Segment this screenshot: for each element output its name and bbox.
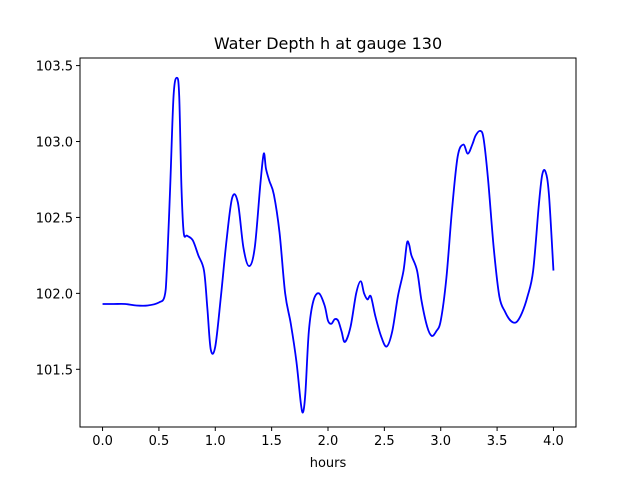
x-tick-label: 3.0 [430, 434, 451, 449]
plot-area [102, 76, 555, 414]
x-tick-label: 0.5 [149, 434, 170, 449]
x-tick-label: 3.5 [487, 434, 508, 449]
x-tick-label: 4.0 [543, 434, 564, 449]
y-axis: 101.5 102.0 102.5 103.0 103.5 [36, 60, 80, 378]
x-tick-label: 1.5 [261, 434, 282, 449]
series-line [102, 76, 555, 414]
x-tick-label: 0.0 [92, 434, 113, 449]
y-tick-label: 101.5 [36, 363, 73, 378]
y-tick-label: 103.0 [36, 136, 73, 151]
x-tick-label: 1.0 [205, 434, 226, 449]
x-axis: 0.0 0.5 1.0 1.5 2.0 2.5 3.0 3.5 4.0 [92, 427, 564, 449]
x-tick-label: 2.5 [374, 434, 395, 449]
y-tick-label: 102.0 [36, 287, 73, 302]
chart-title: Water Depth h at gauge 130 [214, 34, 442, 53]
y-tick-label: 102.5 [36, 211, 73, 226]
x-tick-label: 2.0 [318, 434, 339, 449]
axes-frame [79, 57, 577, 428]
x-axis-label: hours [310, 456, 347, 471]
y-tick-label: 103.5 [36, 60, 73, 75]
